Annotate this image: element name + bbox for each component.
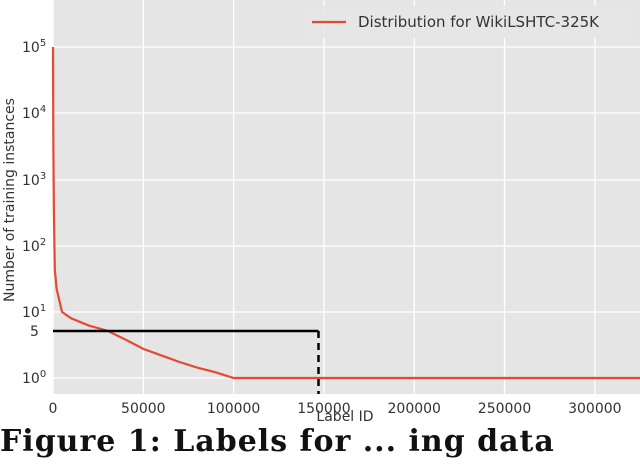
x-tick-label: 0: [49, 401, 58, 417]
y-tick-label: 100: [22, 369, 46, 387]
y-tick-label: 104: [22, 104, 46, 122]
figure-caption: Figure 1: Labels for ... ing data: [0, 424, 555, 459]
y-tick-label: 5: [30, 324, 39, 340]
chart: 0 50000 100000 150000 200000 250000 300000 105…: [2, 0, 640, 424]
x-tick-label: 300000: [568, 401, 621, 417]
y-tick-label: 105: [22, 38, 46, 56]
legend-label: Distribution for WikiLSHTC-325K: [358, 13, 600, 31]
y-tick-label: 102: [22, 237, 46, 255]
x-axis-ticks: 0 50000 100000 150000 200000 250000 300000: [49, 401, 622, 417]
x-tick-label: 100000: [207, 401, 260, 417]
y-tick-label: 103: [22, 171, 46, 189]
threshold-annotation: [53, 329, 320, 394]
plot-background: [53, 0, 640, 394]
y-axis-label: Number of training instances: [2, 98, 18, 302]
x-axis-label: Label ID: [316, 409, 373, 424]
y-axis-ticks: 105 104 103 102 101 5 100: [22, 38, 46, 387]
x-tick-label: 50000: [121, 401, 166, 417]
series-layer: [51, 46, 640, 380]
x-tick-label: 150000: [297, 401, 350, 417]
series-line: [51, 46, 640, 380]
legend-box: [300, 6, 636, 38]
x-tick-label: 250000: [478, 401, 531, 417]
legend: Distribution for WikiLSHTC-325K: [300, 6, 636, 38]
x-tick-label: 200000: [388, 401, 441, 417]
y-tick-label: 101: [22, 303, 46, 321]
